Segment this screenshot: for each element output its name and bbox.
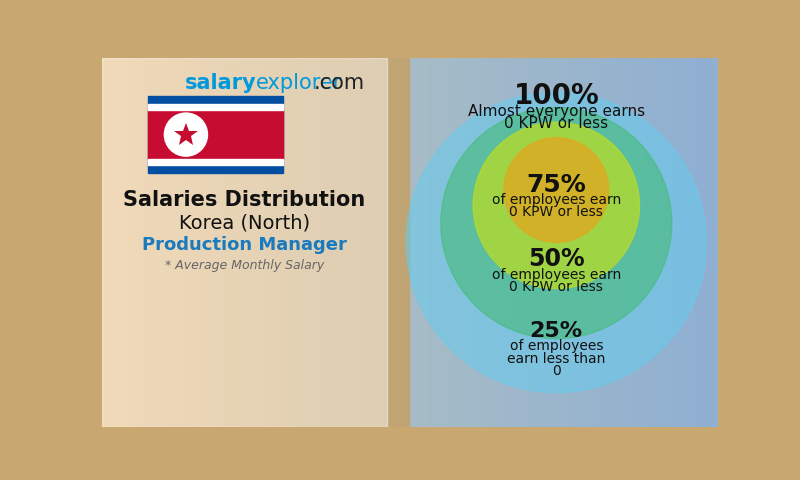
Text: * Average Monthly Salary: * Average Monthly Salary	[165, 259, 324, 272]
Bar	[148, 96, 283, 173]
Text: Salaries Distribution: Salaries Distribution	[123, 190, 366, 210]
Text: 0: 0	[552, 364, 561, 378]
Text: 0 KPW or less: 0 KPW or less	[510, 205, 603, 219]
Circle shape	[473, 122, 639, 288]
Circle shape	[504, 138, 609, 242]
Bar	[148, 104, 283, 110]
Text: Production Manager: Production Manager	[142, 236, 347, 254]
Bar	[148, 159, 283, 166]
Text: 100%: 100%	[514, 82, 599, 110]
Bar	[102, 58, 387, 427]
Text: Almost everyone earns: Almost everyone earns	[468, 104, 645, 119]
Bar	[148, 110, 283, 159]
Text: earn less than: earn less than	[507, 352, 606, 366]
Text: 0 KPW or less: 0 KPW or less	[504, 116, 608, 132]
Circle shape	[441, 108, 672, 339]
Text: of employees earn: of employees earn	[492, 193, 621, 207]
Text: 75%: 75%	[526, 173, 586, 197]
Circle shape	[164, 113, 207, 156]
Text: Korea (North): Korea (North)	[179, 213, 310, 232]
Text: 50%: 50%	[528, 247, 585, 271]
Text: of employees earn: of employees earn	[492, 268, 621, 282]
Text: of employees: of employees	[510, 339, 603, 353]
Text: 0 KPW or less: 0 KPW or less	[510, 280, 603, 294]
Circle shape	[406, 92, 706, 393]
Text: salary: salary	[184, 73, 256, 93]
Text: explorer: explorer	[256, 73, 342, 93]
Text: 25%: 25%	[530, 321, 583, 341]
Text: .com: .com	[314, 73, 365, 93]
